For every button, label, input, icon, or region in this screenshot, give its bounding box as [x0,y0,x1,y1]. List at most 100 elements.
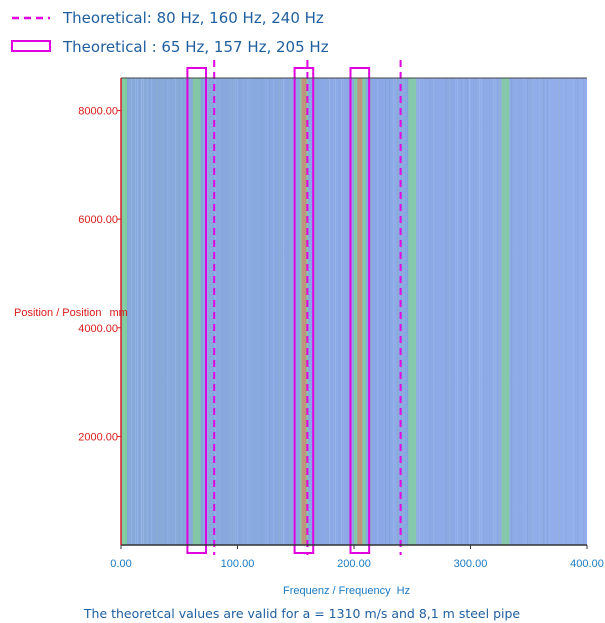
heatmap-streak [315,78,317,545]
heatmap-streak [453,78,455,545]
theoretical-box [186,67,208,554]
heatmap-streak [141,78,143,545]
heatmap-streak [345,78,347,545]
heatmap-streak [209,78,211,545]
heatmap-streak [237,78,239,545]
heatmap-streak [317,78,319,545]
heatmap-streak [559,78,561,545]
heatmap-streak [157,78,159,545]
heatmap-streak [351,78,353,545]
heatmap-streak [517,78,519,545]
heatmap-streak [511,78,513,545]
theoretical-box [349,67,371,554]
legend: Theoretical: 80 Hz, 160 Hz, 240 Hz Theor… [11,9,329,56]
heatmap-streak [389,78,391,545]
heatmap-streak [265,78,267,545]
heatmap-streak [463,78,465,545]
heatmap-streak [519,78,521,545]
heatmap-streak [137,78,139,545]
heatmap-streak [531,78,533,545]
heatmap-streak [457,78,459,545]
heatmap-streak [289,78,291,545]
heatmap-streak [229,78,231,545]
heatmap-streak [167,78,169,545]
heatmap-streak [215,78,217,545]
heatmap-band-peak [301,78,307,545]
heatmap-streak [393,78,395,545]
heatmap-streak [131,78,133,545]
x-axis-ticks: 0.00 100.00 200.00 300.00 400.00 [110,545,604,570]
heatmap-streak [385,78,387,545]
heatmap-streak [481,78,483,545]
heatmap-streak [165,78,167,545]
heatmap-streak [533,78,535,545]
heatmap-streak [539,78,541,545]
heatmap-streak [495,78,497,545]
heatmap-streak [493,78,495,545]
heatmap-streak [151,78,153,545]
heatmap-streak [281,78,283,545]
heatmap-streak [175,78,177,545]
heatmap-streak [377,78,379,545]
heatmap-streak [549,78,551,545]
heatmap-bands [122,78,510,545]
heatmap-streak [371,78,373,545]
heatmap-streak [407,78,409,545]
heatmap-streak [269,78,271,545]
heatmap-streak [499,78,501,545]
heatmap-streak [299,78,301,545]
heatmap-streak [465,78,467,545]
heatmap-streak [489,78,491,545]
y-axis-ticks: 2000.00 4000.00 6000.00 8000.00 [78,106,121,443]
heatmap-streak [219,78,221,545]
heatmap-streak [395,78,397,545]
heatmap-streak [401,78,403,545]
heatmap-streak [485,78,487,545]
heatmap-streak [233,78,235,545]
heatmap-streak [235,78,237,545]
heatmap-streak [243,78,245,545]
heatmap-streak [473,78,475,545]
heatmap-streak [321,78,323,545]
y-tick-label: 6000.00 [78,214,118,226]
heatmap-streak [469,78,471,545]
heatmap-streak [353,78,355,545]
heatmap-streak [253,78,255,545]
heatmap-streak [421,78,423,545]
heatmap-streak [183,78,185,545]
heatmap-streak [433,78,435,545]
heatmap-streak [577,78,579,545]
legend-box-marker [11,40,51,52]
x-tick-label: 0.00 [110,558,131,570]
heatmap-streak [239,78,241,545]
heatmap-streak [249,78,251,545]
heatmap-streak [311,78,313,545]
heatmap-streak [337,78,339,545]
y-tick-label: 2000.00 [78,431,118,443]
heatmap-streak [335,78,337,545]
heatmap-streak [449,78,451,545]
heatmap-streak [467,78,469,545]
heatmap-streak [403,78,405,545]
x-tick-label: 100.00 [221,558,255,570]
heatmap-streak [283,78,285,545]
heatmap-streak [207,78,209,545]
heatmap-streak [461,78,463,545]
theoretical-box [293,67,315,554]
heatmap-streak [231,78,233,545]
heatmap-streak [483,78,485,545]
heatmap-streak [487,78,489,545]
heatmap-band-peak [357,78,363,545]
heatmap-stripes [121,78,585,545]
heatmap-streak [201,78,203,545]
plot-area [120,60,587,555]
heatmap-streak [149,78,151,545]
legend-box-label: Theoretical : 65 Hz, 157 Hz, 205 Hz [62,38,329,56]
heatmap-streak [513,78,515,545]
heatmap-streak [147,78,149,545]
heatmap-streak [159,78,161,545]
heatmap-streak [563,78,565,545]
y-axis-label: Position / Position mm [14,307,128,319]
heatmap-streak [143,78,145,545]
heatmap-streak [177,78,179,545]
